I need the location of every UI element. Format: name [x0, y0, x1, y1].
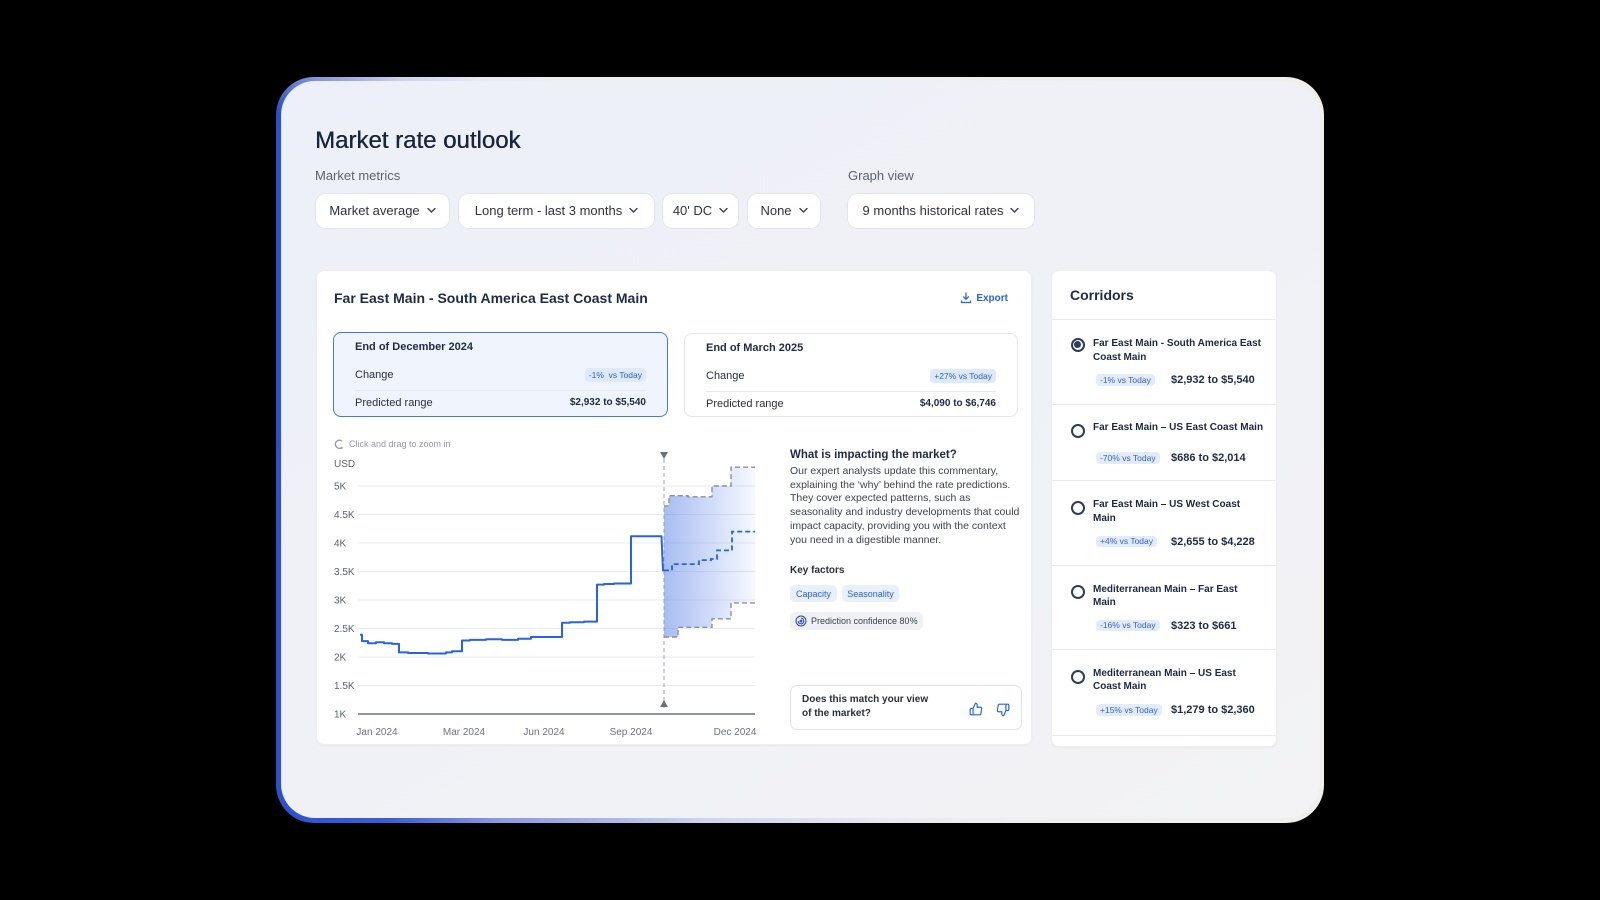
- svg-text:5K: 5K: [334, 482, 347, 493]
- svg-text:USD: USD: [334, 459, 355, 470]
- svg-text:Dec 2024: Dec 2024: [714, 727, 757, 738]
- svg-text:1K: 1K: [334, 710, 347, 721]
- svg-text:1.5K: 1.5K: [334, 681, 355, 692]
- svg-text:4.5K: 4.5K: [334, 510, 355, 521]
- svg-text:Jun 2024: Jun 2024: [523, 727, 565, 738]
- svg-text:2K: 2K: [334, 653, 347, 664]
- svg-text:3K: 3K: [334, 596, 347, 607]
- svg-text:4K: 4K: [334, 539, 347, 550]
- svg-text:Mar 2024: Mar 2024: [443, 727, 486, 738]
- svg-text:2.5K: 2.5K: [334, 624, 355, 635]
- svg-text:3.5K: 3.5K: [334, 567, 355, 578]
- svg-text:Sep 2024: Sep 2024: [610, 727, 653, 738]
- svg-text:Jan 2024: Jan 2024: [356, 727, 398, 738]
